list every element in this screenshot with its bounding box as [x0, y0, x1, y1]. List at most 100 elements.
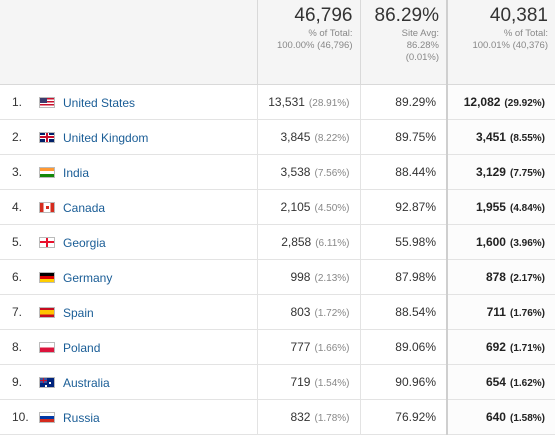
summary-spacer — [0, 0, 257, 85]
new-users-percent: (1.58%) — [509, 413, 545, 424]
row-index: 8. — [0, 329, 36, 365]
new-users-value: 692 — [485, 340, 506, 354]
new-sessions-value: 92.87% — [395, 200, 436, 214]
new-users-percent: (1.62%) — [509, 378, 545, 389]
sessions-cell: 13,531 (28.91%) — [256, 84, 360, 120]
new-users-value: 640 — [485, 410, 506, 424]
country-flag-icon — [39, 411, 55, 423]
sessions-cell: 3,845 (8.22%) — [256, 119, 360, 155]
sessions-total-label: % of Total: — [308, 28, 353, 39]
new-users-percent: (8.55%) — [509, 133, 545, 144]
country-link[interactable]: Georgia — [63, 235, 106, 250]
country-cell: Australia — [36, 364, 257, 400]
sessions-cell: 832 (1.78%) — [256, 399, 360, 435]
summary-new-sessions: 86.29% Site Avg: 86.28% (0.01%) — [359, 0, 447, 85]
new-users-percent: (1.76%) — [509, 308, 545, 319]
table-row: 2. United Kingdom 3,845 (8.22%) 89.75% 3,451(… — [0, 119, 555, 155]
new-users-cell: 1,955 (4.84%) — [446, 189, 555, 225]
new-sessions-value: 88.44% — [395, 165, 436, 179]
new-sessions-value: 88.54% — [395, 305, 436, 319]
table-row: 6. Germany 998 (2.13%) 87.98% 878 (2.17%) — [0, 259, 555, 295]
sessions-cell: 719 (1.54%) — [256, 364, 360, 400]
table-row: 10. Russia 832 (1.78%) 76.92% 640 (1.58%) — [0, 399, 555, 435]
new-users-total-detail: 100.01% (40,376) — [472, 40, 548, 51]
sessions-cell: 998 (2.13%) — [256, 259, 360, 295]
summary-row: 46,796 % of Total: 100.00% (46,796) 86.2… — [0, 0, 555, 85]
table-row: 7. Spain 803 (1.72%) 88.54% 711 (1.76%) — [0, 294, 555, 330]
sessions-value: 2,105 — [280, 200, 311, 214]
row-index: 10. — [0, 399, 36, 435]
sessions-percent: (1.78%) — [314, 413, 350, 424]
sessions-value: 998 — [290, 270, 311, 284]
country-link[interactable]: United States — [63, 95, 136, 110]
country-flag-icon — [39, 341, 55, 353]
country-cell: Spain — [36, 294, 257, 330]
new-sessions-avg-label: Site Avg: — [401, 28, 439, 39]
new-sessions-cell: 90.96% — [359, 364, 447, 400]
country-cell: Georgia — [36, 224, 257, 260]
sessions-value: 3,538 — [280, 165, 311, 179]
new-users-percent: (2.17%) — [509, 273, 545, 284]
country-flag-icon — [39, 166, 55, 178]
country-flag-icon — [39, 201, 55, 213]
row-index: 9. — [0, 364, 36, 400]
country-cell: Russia — [36, 399, 257, 435]
country-link[interactable]: India — [63, 165, 90, 180]
sessions-value: 777 — [290, 340, 311, 354]
sessions-value: 3,845 — [280, 130, 311, 144]
row-index: 5. — [0, 224, 36, 260]
new-users-value: 711 — [486, 305, 506, 319]
country-cell: United Kingdom — [36, 119, 257, 155]
new-users-total: 40,381 — [489, 5, 548, 26]
new-users-cell: 12,082 (29.92%) — [446, 84, 555, 120]
new-sessions-value: 89.06% — [395, 340, 436, 354]
new-sessions-cell: 88.54% — [359, 294, 447, 330]
row-index: 6. — [0, 259, 36, 295]
sessions-value: 803 — [290, 305, 311, 319]
country-link[interactable]: Poland — [63, 340, 101, 355]
country-link[interactable]: Germany — [63, 270, 113, 285]
table-row: 3. India 3,538 (7.56%) 88.44% 3,129 (7.75%) — [0, 154, 555, 190]
new-sessions-cell: 55.98% — [359, 224, 447, 260]
summary-new-users: 40,381 % of Total: 100.01% (40,376) — [446, 0, 555, 85]
country-flag-icon — [39, 271, 55, 283]
new-users-percent: (4.84%) — [509, 203, 545, 214]
new-users-cell: 640 (1.58%) — [446, 399, 555, 435]
sessions-cell: 777 (1.66%) — [256, 329, 360, 365]
new-users-cell: 3,451 (8.55%) — [446, 119, 555, 155]
country-cell: Germany — [36, 259, 257, 295]
new-users-value: 1,955 — [475, 200, 506, 214]
row-index: 2. — [0, 119, 36, 155]
new-users-cell: 692 (1.71%) — [446, 329, 555, 365]
row-index: 1. — [0, 84, 36, 120]
sessions-percent: (1.72%) — [314, 308, 350, 319]
country-flag-icon — [39, 376, 55, 388]
new-users-value: 878 — [485, 270, 506, 284]
country-flag-icon — [39, 131, 55, 143]
country-link[interactable]: Australia — [63, 375, 110, 390]
sessions-value: 13,531 — [268, 95, 305, 109]
new-sessions-avg-value: 86.28% — [406, 40, 439, 51]
country-flag-icon — [39, 236, 55, 248]
new-sessions-avg-delta: (0.01%) — [405, 52, 439, 63]
new-users-value: 654 — [485, 375, 506, 389]
table-row: 5. Georgia 2,858 (6.11%) 55.98% 1,600 (3.96%) — [0, 224, 555, 260]
new-sessions-cell: 87.98% — [359, 259, 447, 295]
country-link[interactable]: Russia — [63, 410, 100, 425]
new-sessions-cell: 92.87% — [359, 189, 447, 225]
sessions-cell: 2,858 (6.11%) — [256, 224, 360, 260]
sessions-total-detail: 100.00% (46,796) — [276, 40, 353, 51]
country-link[interactable]: Canada — [63, 200, 106, 215]
new-users-value: 3,129 — [475, 165, 506, 179]
new-sessions-cell: 88.44% — [359, 154, 447, 190]
new-sessions-value: 90.96% — [395, 375, 436, 389]
country-link[interactable]: Spain — [63, 305, 94, 320]
new-sessions-value: 87.98% — [395, 270, 436, 284]
sessions-percent: (1.66%) — [314, 343, 350, 354]
row-index: 3. — [0, 154, 36, 190]
country-cell: India — [36, 154, 257, 190]
new-users-percent: (1.71%) — [509, 343, 545, 354]
country-link[interactable]: United Kingdom — [63, 130, 149, 145]
table-row: 1. United States 13,531 (28.91%) 89.29% 12,08… — [0, 84, 555, 120]
